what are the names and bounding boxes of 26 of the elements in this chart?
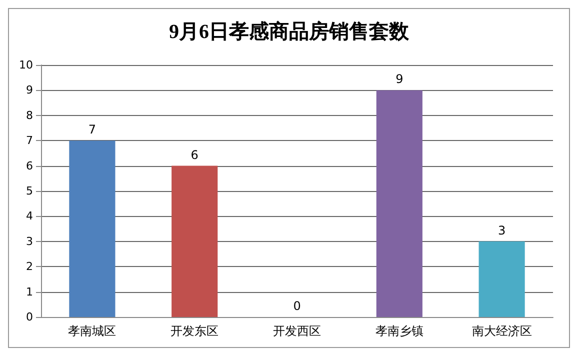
bar: [376, 90, 422, 317]
x-tick-label: 孝南乡镇: [375, 324, 424, 338]
data-label: 7: [88, 122, 96, 137]
y-tick-label: 0: [26, 310, 33, 324]
x-tick-label: 南大经济区: [472, 324, 532, 338]
x-tick-label: 开发东区: [170, 324, 219, 338]
y-tick-label: 9: [26, 84, 33, 97]
data-label: 0: [293, 299, 301, 313]
bar: [478, 241, 525, 317]
data-label: 3: [498, 223, 506, 238]
y-tick-label: 4: [26, 210, 33, 223]
y-tick-label: 10: [19, 58, 33, 72]
data-label: 9: [396, 72, 404, 86]
y-tick-label: 8: [26, 108, 33, 122]
y-tick-label: 2: [26, 260, 33, 274]
bar: [69, 140, 116, 317]
x-tick-label: 开发西区: [273, 324, 321, 338]
bar: [172, 166, 218, 317]
chart-title: 9月6日孝感商品房销售套数: [169, 20, 410, 43]
y-tick-label: 7: [26, 134, 33, 148]
data-label: 6: [190, 148, 198, 162]
y-tick-label: 1: [26, 285, 33, 298]
y-tick-label: 6: [26, 159, 33, 172]
x-tick-label: 孝南城区: [68, 324, 116, 338]
y-tick-label: 3: [26, 234, 33, 248]
y-tick-label: 5: [26, 184, 33, 198]
